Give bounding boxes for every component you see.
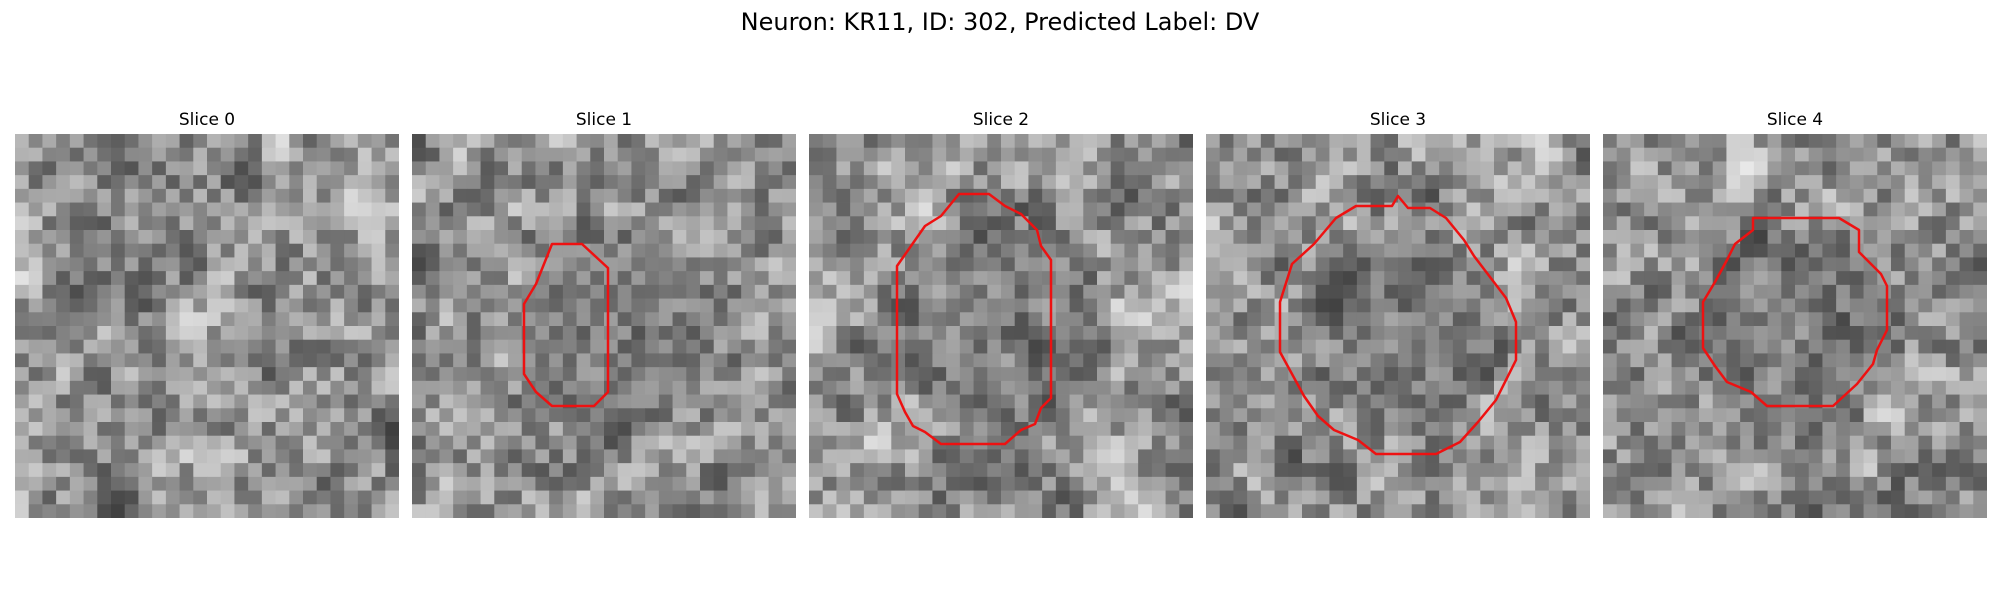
panel-slice-4: Slice 4 — [1603, 108, 1987, 518]
neuron-contour — [1278, 194, 1518, 456]
slice-image — [1206, 134, 1590, 518]
panel-title: Slice 3 — [1369, 110, 1427, 130]
neuron-contour — [895, 192, 1053, 446]
panel-slice-3: Slice 3 — [1206, 108, 1590, 518]
slice-image — [1603, 134, 1987, 518]
panel-slice-0: Slice 0 — [15, 108, 399, 518]
neuron-contour — [1701, 216, 1889, 408]
panel-title: Slice 1 — [575, 110, 633, 130]
panel-title: Slice 2 — [972, 110, 1030, 130]
figure-title: Neuron: KR11, ID: 302, Predicted Label: … — [740, 8, 1260, 36]
slice-image — [15, 134, 399, 518]
slice-image — [412, 134, 796, 518]
panel-title: Slice 4 — [1766, 110, 1824, 130]
panel-slice-1: Slice 1 — [412, 108, 796, 518]
panel-title: Slice 0 — [178, 110, 236, 130]
slice-image — [809, 134, 1193, 518]
neuron-contour — [522, 242, 610, 408]
panel-slice-2: Slice 2 — [809, 108, 1193, 518]
